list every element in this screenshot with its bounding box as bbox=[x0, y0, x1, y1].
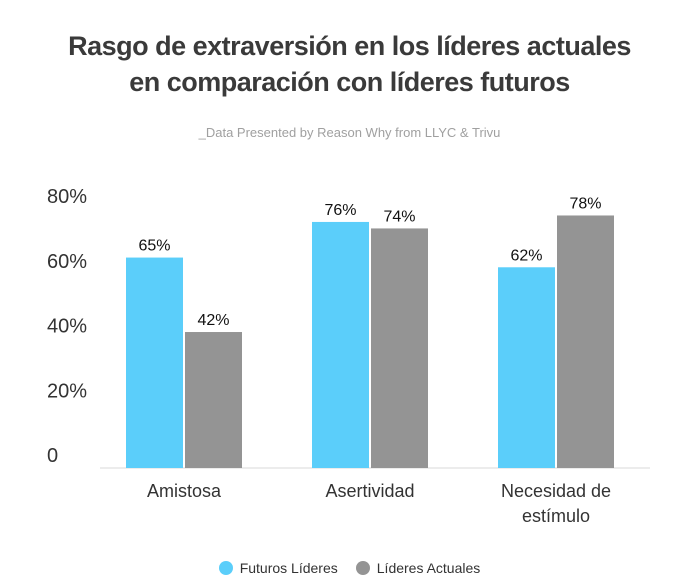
data-label: 65% bbox=[138, 238, 170, 255]
data-label: 74% bbox=[383, 208, 415, 225]
legend-swatch-actuales bbox=[355, 561, 370, 575]
bar-futuros bbox=[312, 221, 369, 468]
legend-swatch-futuros bbox=[218, 561, 233, 575]
y-tick-label: 80% bbox=[47, 186, 87, 208]
legend-item-futuros: Futuros Líderes bbox=[218, 560, 338, 576]
data-label: 62% bbox=[510, 247, 542, 264]
bar-actuales bbox=[371, 228, 428, 468]
chart-subtitle: _Data Presented by Reason Why from LLYC … bbox=[198, 125, 501, 140]
y-tick-label: 0 bbox=[47, 445, 58, 467]
bar-chart: 0 20% 40% 60% 80% 65% 76% 62% 42% 74% 78% Amistosa A… bbox=[47, 186, 650, 526]
bar-futuros bbox=[498, 267, 555, 468]
chart-title-line-2: en comparación con líderes futuros bbox=[129, 67, 570, 97]
x-category-label: Amistosa bbox=[147, 481, 222, 501]
data-label: 78% bbox=[569, 195, 601, 212]
data-label: 42% bbox=[197, 312, 229, 329]
bar-actuales bbox=[185, 332, 242, 468]
bar-actuales bbox=[557, 215, 614, 468]
legend-item-actuales: Líderes Actuales bbox=[355, 560, 481, 576]
x-category-label: estímulo bbox=[522, 506, 590, 526]
bar-futuros bbox=[126, 257, 183, 468]
chart-title: Rasgo de extraversión en los líderes act… bbox=[0, 28, 699, 100]
x-category-label: Asertividad bbox=[325, 481, 414, 501]
x-category-label: Necesidad de bbox=[501, 481, 611, 501]
y-tick-label: 40% bbox=[47, 316, 87, 338]
y-tick-label: 20% bbox=[47, 380, 87, 402]
chart-legend: Futuros Líderes Líderes Actuales bbox=[0, 560, 699, 576]
chart-title-line-1: Rasgo de extraversión en los líderes act… bbox=[68, 31, 631, 61]
legend-label-futuros: Futuros Líderes bbox=[239, 560, 338, 576]
legend-label-actuales: Líderes Actuales bbox=[376, 560, 481, 576]
data-label: 76% bbox=[324, 202, 356, 219]
y-tick-label: 60% bbox=[47, 251, 87, 273]
